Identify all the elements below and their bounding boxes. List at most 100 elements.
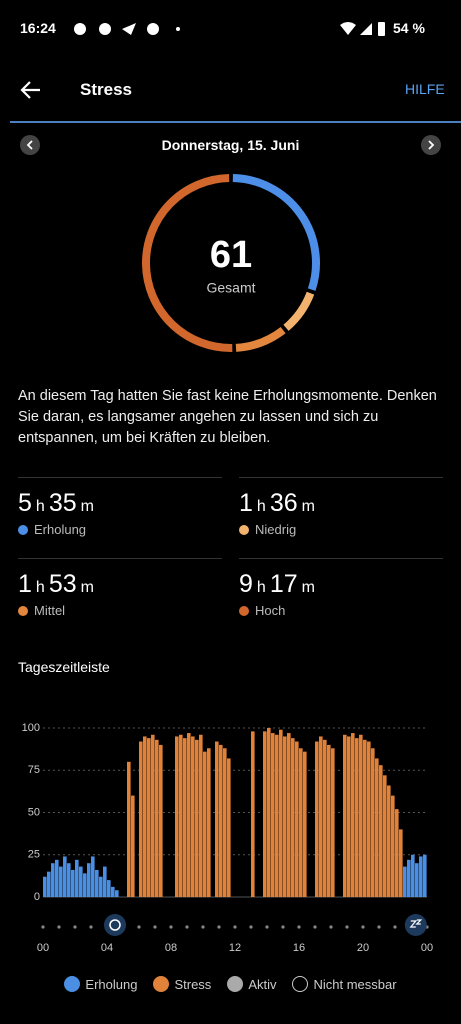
stat-divider xyxy=(239,477,443,478)
timeline-dot xyxy=(377,925,381,929)
bar xyxy=(419,856,423,897)
bar xyxy=(91,856,95,897)
prev-day[interactable] xyxy=(19,134,41,156)
bar xyxy=(375,758,379,897)
bar xyxy=(131,795,135,897)
stat-label-row: Mittel xyxy=(18,603,98,618)
bar xyxy=(327,744,331,897)
stat-label-row: Erholung xyxy=(18,522,98,537)
stat-label: Mittel xyxy=(34,603,66,618)
help-button[interactable]: HILFE xyxy=(405,81,445,97)
bar xyxy=(363,739,367,897)
stress-ring: 61 Gesamt xyxy=(142,174,320,352)
bar xyxy=(147,738,151,897)
minute-unit: m xyxy=(80,498,94,515)
bar xyxy=(59,866,63,897)
minute-unit: m xyxy=(301,498,315,515)
timeline-dot xyxy=(57,925,61,929)
bar xyxy=(191,736,195,897)
legend-swatch xyxy=(64,976,81,992)
bar xyxy=(367,741,371,897)
bar xyxy=(159,744,163,897)
divider xyxy=(10,121,461,123)
bar xyxy=(371,748,375,897)
x-tick-label: 12 xyxy=(229,942,241,954)
timeline-dot xyxy=(281,925,285,929)
timeline-dot xyxy=(137,925,141,929)
x-tick-label: 00 xyxy=(421,942,433,954)
bar xyxy=(295,741,299,897)
timeline-dot xyxy=(249,925,253,929)
y-tick-label: 100 xyxy=(22,722,40,734)
timeline-dot xyxy=(233,925,237,929)
stat-duration: 5 h 35 m xyxy=(18,489,98,518)
y-tick-label: 50 xyxy=(28,806,40,818)
x-tick-label: 00 xyxy=(37,942,49,954)
bar xyxy=(423,854,427,897)
bar xyxy=(71,869,75,897)
bar xyxy=(219,744,223,897)
x-tick-label: 04 xyxy=(101,942,113,954)
bar xyxy=(67,863,71,897)
timeline-dot xyxy=(89,925,93,929)
timeline-dot xyxy=(41,925,45,929)
timeline-dot xyxy=(153,925,157,929)
x-tick-label: 08 xyxy=(165,942,177,954)
bar xyxy=(215,741,219,897)
bar xyxy=(63,856,67,897)
bar xyxy=(83,873,87,897)
bar xyxy=(399,829,403,897)
wake-icon xyxy=(104,914,126,936)
bar xyxy=(387,785,391,897)
bar xyxy=(107,880,111,897)
stat: 1 h 36 m Niedrig xyxy=(239,489,319,537)
ring-segment xyxy=(142,174,233,352)
signal-icons xyxy=(340,22,385,36)
bar xyxy=(183,738,187,897)
hours: 1 xyxy=(239,489,253,517)
sleep-icon-z xyxy=(409,919,423,928)
header-title: Stress xyxy=(80,80,132,99)
bar xyxy=(95,869,99,897)
bar xyxy=(207,748,211,897)
bar xyxy=(279,729,283,897)
ring-segment xyxy=(232,174,320,291)
bar xyxy=(187,733,191,897)
legend-item: Nicht messbar xyxy=(292,976,397,992)
minutes: 35 xyxy=(48,489,77,517)
timeline-dot xyxy=(265,925,269,929)
timeline-dot xyxy=(169,925,173,929)
y-tick-label: 0 xyxy=(34,891,40,903)
bar xyxy=(99,876,103,897)
legend: Erholung Stress Aktiv Nicht messbar xyxy=(0,976,461,992)
hour-unit: h xyxy=(256,498,266,515)
legend-swatch xyxy=(227,976,244,992)
bar xyxy=(407,859,411,897)
bar xyxy=(347,736,351,897)
timeline-dot xyxy=(297,925,301,929)
bar xyxy=(267,728,271,897)
stat: 5 h 35 m Erholung xyxy=(18,489,98,537)
bar xyxy=(51,863,55,897)
timeline-dot xyxy=(345,925,349,929)
bar xyxy=(315,741,319,897)
minutes: 17 xyxy=(269,570,298,598)
next-day[interactable] xyxy=(420,134,442,156)
stat-divider xyxy=(239,558,443,559)
description: An diesem Tag hatten Sie fast keine Erho… xyxy=(18,388,437,446)
legend-swatch xyxy=(153,976,170,992)
back-button[interactable] xyxy=(18,78,44,102)
stat: 9 h 17 m Hoch xyxy=(239,570,319,618)
bar xyxy=(263,731,267,897)
x-tick-label: 20 xyxy=(357,942,369,954)
bar xyxy=(179,734,183,897)
stat: 1 h 53 m Mittel xyxy=(18,570,98,618)
bar xyxy=(195,739,199,897)
wake-icon-inner xyxy=(109,919,121,931)
minute-unit: m xyxy=(301,579,315,596)
bar xyxy=(111,886,115,897)
bar xyxy=(251,731,255,897)
x-tick-label: 16 xyxy=(293,942,305,954)
legend-label: Nicht messbar xyxy=(313,976,397,992)
bar xyxy=(359,734,363,897)
